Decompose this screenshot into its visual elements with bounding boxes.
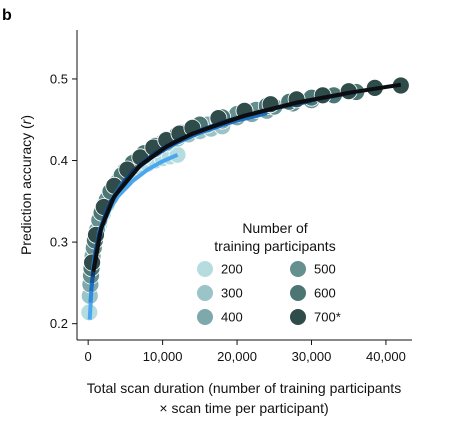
y-tick-label: 0.5 [50, 71, 68, 86]
y-axis-ticks: 0.2 0.3 0.4 0.5 [50, 71, 77, 331]
y-tick-label: 0.2 [50, 316, 68, 331]
legend-marker-400 [197, 309, 213, 325]
x-tick-label: 20,000 [217, 349, 257, 364]
legend-marker-700 [290, 309, 306, 325]
legend-items: 200 300 400 500 600 700* [197, 261, 341, 325]
legend-title-line1: Number of [242, 220, 307, 236]
legend-marker-200 [197, 261, 213, 277]
legend: Number of training participants 200 300 40… [197, 220, 341, 325]
fit-curve-700 [91, 82, 402, 272]
legend-label-400: 400 [221, 310, 243, 325]
fit-curves [87, 82, 402, 320]
y-tick-label: 0.4 [50, 153, 68, 168]
legend-label-600: 600 [314, 286, 336, 301]
legend-label-200: 200 [221, 262, 243, 277]
x-axis-label-line2: × scan time per participant) [159, 400, 328, 416]
legend-marker-300 [197, 285, 213, 301]
x-tick-label: 40,000 [366, 349, 406, 364]
y-tick-label: 0.3 [50, 235, 68, 250]
legend-label-300: 300 [221, 286, 243, 301]
x-axis-ticks: 0 10,000 20,000 30,000 40,000 [85, 340, 406, 364]
x-tick-label: 10,000 [143, 349, 183, 364]
legend-marker-500 [290, 261, 306, 277]
y-axis-label: Prediction accuracy (r) [18, 115, 34, 255]
legend-label-500: 500 [314, 262, 336, 277]
x-axis-label-line1: Total scan duration (number of training … [87, 380, 401, 396]
legend-title-line2: training participants [214, 238, 335, 254]
panel-label: b [2, 7, 12, 24]
x-tick-label: 0 [85, 349, 92, 364]
x-tick-label: 30,000 [292, 349, 332, 364]
legend-label-700: 700* [314, 310, 341, 325]
legend-marker-600 [290, 285, 306, 301]
